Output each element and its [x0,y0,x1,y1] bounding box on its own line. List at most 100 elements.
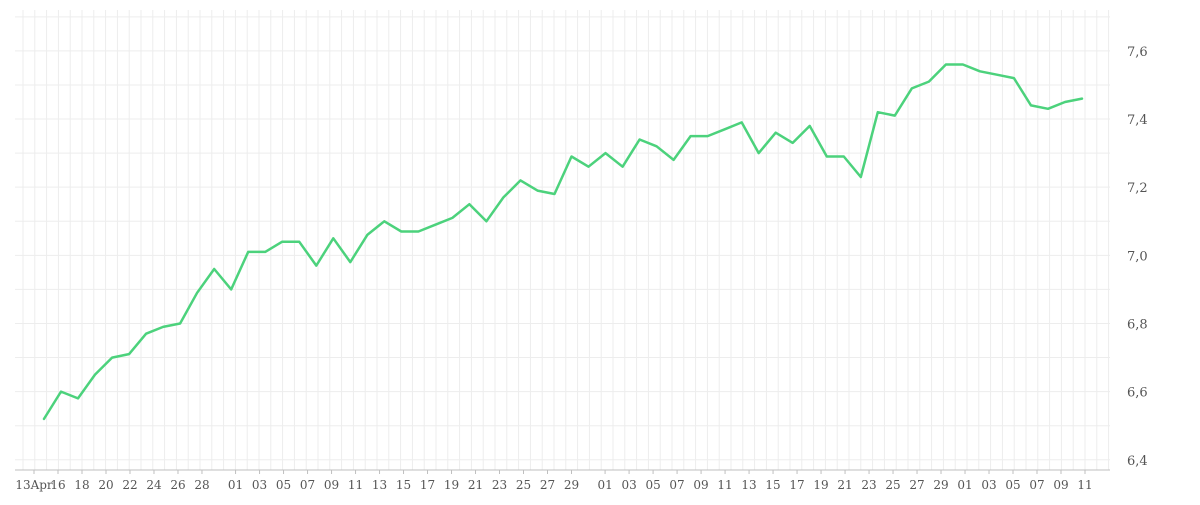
data-point [162,326,164,328]
data-point [281,241,283,243]
x-tick-label: 01 [597,478,612,492]
x-tick-label: 29 [564,478,579,492]
x-tick-label: 25 [516,478,531,492]
x-tick-label: 01 [228,478,243,492]
data-point [94,374,96,376]
y-tick-label: 6,8 [1127,317,1148,332]
series-line [42,63,1084,421]
data-point [588,166,590,168]
x-tick-label: 16 [50,478,65,492]
data-point [1047,108,1049,110]
data-point [962,64,964,66]
data-point [451,217,453,219]
data-point [230,288,232,290]
x-tick-label: 11 [1077,478,1092,492]
x-tick-label: 21 [837,478,852,492]
x-tick-label: 20 [98,478,113,492]
x-tick-label: 05 [645,478,660,492]
data-point [656,145,658,147]
x-tick-label: 19 [444,478,459,492]
data-point [877,111,879,113]
axis-layer [15,469,1110,474]
data-point [741,121,743,123]
data-point [843,156,845,158]
x-tick-label: 26 [170,478,185,492]
x-tick-label: 11 [717,478,732,492]
x-tick-label: 03 [981,478,996,492]
x-tick-label: 22 [122,478,137,492]
x-tick-label: 07 [300,478,315,492]
data-point [1013,77,1015,79]
x-tick-label: 09 [1053,478,1068,492]
data-point [43,418,45,420]
y-tick-label: 7,6 [1127,45,1148,60]
data-point [775,132,777,134]
x-tick-label: 03 [252,478,267,492]
data-point [77,397,79,399]
x-tick-label: 13 [372,478,387,492]
data-point [622,166,624,168]
data-point [860,176,862,178]
data-point [826,156,828,158]
data-point [894,115,896,117]
x-tick-label: 24 [146,478,162,492]
data-point [945,64,947,66]
data-point [690,135,692,137]
x-tick-label: 07 [1029,478,1044,492]
x-tick-label: 21 [468,478,483,492]
data-point [809,125,811,127]
data-point [911,87,913,89]
x-tick-label: 09 [693,478,708,492]
grid-layer [15,10,1110,470]
x-tick-label: 18 [74,478,89,492]
x-tick-label: 25 [885,478,900,492]
x-tick-label: 15 [396,478,411,492]
y-tick-label: 7,0 [1127,249,1148,264]
x-tick-label: 05 [276,478,291,492]
x-tick-label: 03 [621,478,636,492]
data-point [247,251,249,253]
data-point [758,152,760,154]
x-tick-label: 17 [789,478,804,492]
data-point [383,220,385,222]
line-layer [42,63,1084,421]
data-point [366,234,368,236]
data-point [639,138,641,140]
data-point [1081,98,1083,100]
x-tick-label: 28 [194,478,209,492]
data-point [213,268,215,270]
x-tick-label: 29 [933,478,948,492]
data-point [60,391,62,393]
data-point [128,353,130,355]
data-point [264,251,266,253]
x-tick-label: 13Apr [15,478,53,492]
y-tick-label: 7,2 [1127,181,1148,196]
y-tick-label: 6,6 [1127,386,1148,401]
data-point [536,190,538,192]
y-tick-label: 6,4 [1127,454,1148,469]
data-point [196,292,198,294]
x-tick-label: 13 [741,478,756,492]
x-tick-label: 11 [348,478,363,492]
data-point [519,179,521,181]
data-point [928,81,930,83]
data-point [1064,101,1066,103]
x-tick-label: 15 [765,478,780,492]
data-point [792,142,794,144]
data-point [332,237,334,239]
data-point [417,230,419,232]
data-point [298,241,300,243]
data-point [724,128,726,130]
x-tick-label: 19 [813,478,828,492]
data-point [468,203,470,205]
x-tick-label: 23 [861,478,876,492]
data-point [179,322,181,324]
x-tick-label: 23 [492,478,507,492]
data-point [707,135,709,137]
data-point [434,224,436,226]
data-point [605,152,607,154]
data-point [979,70,981,72]
data-point [315,265,317,267]
